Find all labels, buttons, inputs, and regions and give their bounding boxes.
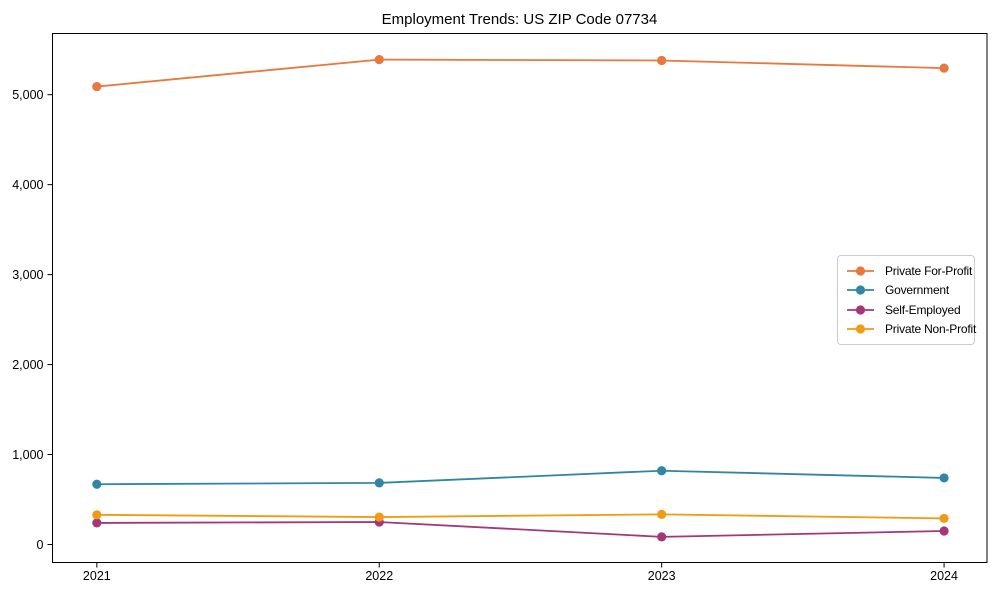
- y-axis-tick-label: 1,000: [12, 448, 43, 462]
- legend-item-label: Private For-Profit: [885, 263, 973, 278]
- chart-title: Employment Trends: US ZIP Code 07734: [381, 11, 658, 28]
- x-axis-tick-label: 2024: [930, 569, 958, 583]
- data-point-marker-private-non-profit: [374, 512, 384, 522]
- data-point-marker-government: [657, 466, 667, 476]
- y-axis-tick-label: 2,000: [12, 358, 43, 372]
- data-point-marker-government: [92, 479, 102, 489]
- data-point-marker-private-non-profit: [939, 513, 949, 524]
- legend-item-government: Government: [846, 281, 966, 301]
- data-point-marker-self-employed: [92, 518, 102, 528]
- x-axis-tick-label: 2021: [83, 569, 111, 583]
- legend-line-marker-icon: [847, 285, 874, 295]
- data-point-marker-private-for-profit: [939, 63, 949, 73]
- data-point-marker-private-non-profit: [92, 510, 102, 520]
- legend-item-self-employed: Self-Employed: [846, 300, 966, 320]
- series-line-private-non-profit: [95, 513, 945, 520]
- data-point-marker-private-for-profit: [374, 54, 384, 65]
- data-point-marker-self-employed: [939, 526, 949, 536]
- legend-item-private-for-profit: Private For-Profit: [846, 261, 972, 281]
- y-axis-tick-label: 3,000: [12, 268, 43, 282]
- y-axis-tick-label: 0: [37, 538, 44, 552]
- data-point-marker-self-employed: [657, 532, 667, 542]
- y-axis-tick-label: 5,000: [12, 88, 43, 102]
- series-line-private-for-profit: [95, 58, 945, 88]
- series-line-government: [95, 469, 945, 486]
- data-point-marker-government: [374, 478, 384, 488]
- legend-item-label: Government: [885, 283, 950, 298]
- legend: Private For-Profit Government Self-Employe…: [837, 255, 976, 345]
- legend-line-marker-icon: [847, 266, 874, 276]
- data-point-marker-private-non-profit: [657, 509, 667, 519]
- legend-item-private-non-profit: Private Non-Profit: [846, 320, 976, 340]
- plot-border: [52, 33, 988, 563]
- data-point-marker-private-for-profit: [92, 81, 102, 92]
- legend-item-label: Private Non-Profit: [885, 322, 977, 337]
- data-point-marker-government: [939, 473, 949, 483]
- legend-item-label: Self-Employed: [885, 302, 961, 317]
- legend-line-marker-icon: [847, 305, 874, 315]
- x-axis-tick-label: 2022: [365, 569, 393, 583]
- series-line-self-employed: [95, 521, 945, 538]
- data-point-marker-private-for-profit: [657, 55, 667, 66]
- x-axis-tick-label: 2023: [648, 569, 676, 583]
- y-axis-tick-label: 4,000: [12, 178, 43, 192]
- legend-line-marker-icon: [847, 324, 874, 334]
